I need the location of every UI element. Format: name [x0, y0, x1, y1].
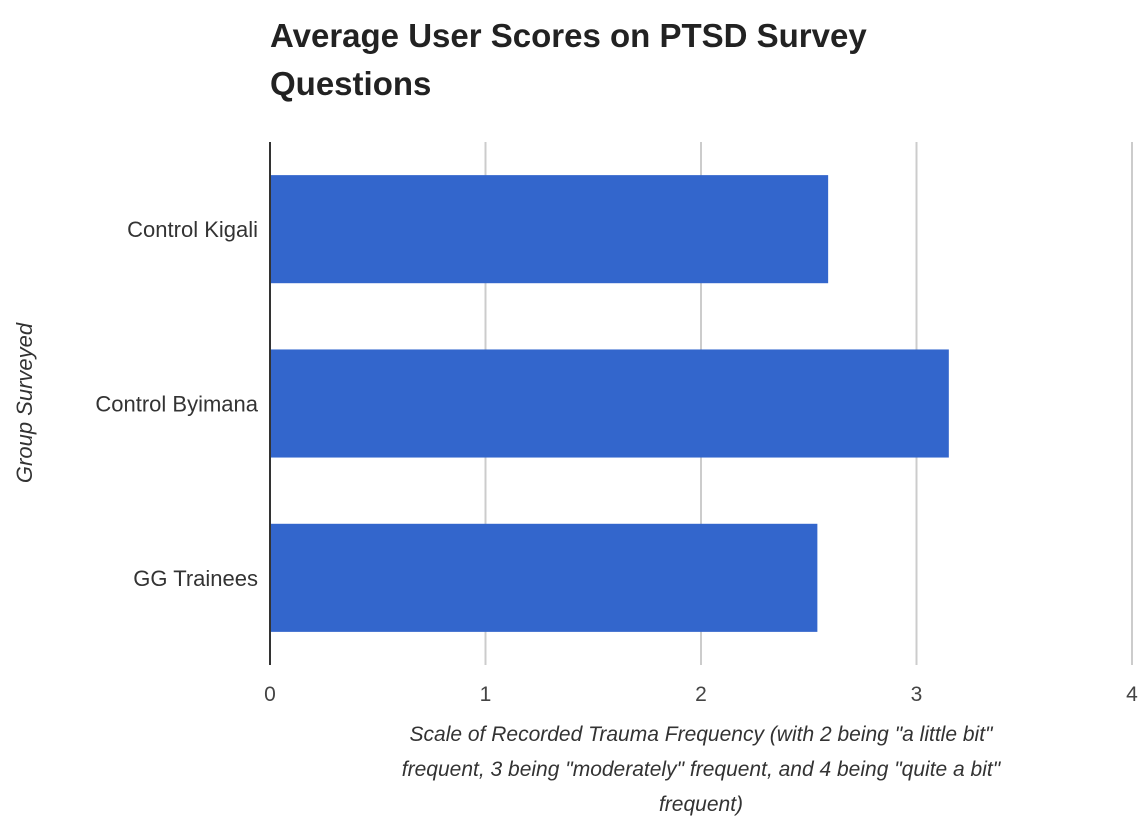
x-tick-label: 1: [480, 683, 492, 706]
bars: [270, 175, 949, 632]
x-tick-label: 2: [695, 683, 707, 706]
y-axis-title: Group Surveyed: [12, 322, 37, 483]
x-tick-label: 3: [911, 683, 923, 706]
x-tick-label: 4: [1126, 683, 1138, 706]
category-label: Control Kigali: [127, 217, 258, 242]
bar-control-kigali: [270, 175, 829, 284]
bar-control-byimana: [270, 349, 949, 458]
bar-gg-trainees: [270, 523, 818, 632]
category-labels: Control Kigali Control Byimana GG Trainees: [95, 217, 258, 591]
x-tick-labels: 0 1 2 3 4: [264, 683, 1138, 706]
chart-title-line-1: Average User Scores on PTSD Survey: [270, 17, 867, 54]
x-axis-title-line-1: Scale of Recorded Trauma Frequency (with…: [409, 723, 993, 746]
chart-title: Average User Scores on PTSD Survey Quest…: [270, 12, 1030, 108]
x-axis-title-line-2: frequent, 3 being "moderately" frequent,…: [401, 758, 1001, 781]
chart-title-line-2: Questions: [270, 65, 432, 102]
category-label: Control Byimana: [95, 392, 258, 417]
x-axis-title-line-3: frequent): [658, 793, 744, 816]
x-tick-label: 0: [264, 683, 276, 706]
category-label: GG Trainees: [133, 566, 258, 591]
